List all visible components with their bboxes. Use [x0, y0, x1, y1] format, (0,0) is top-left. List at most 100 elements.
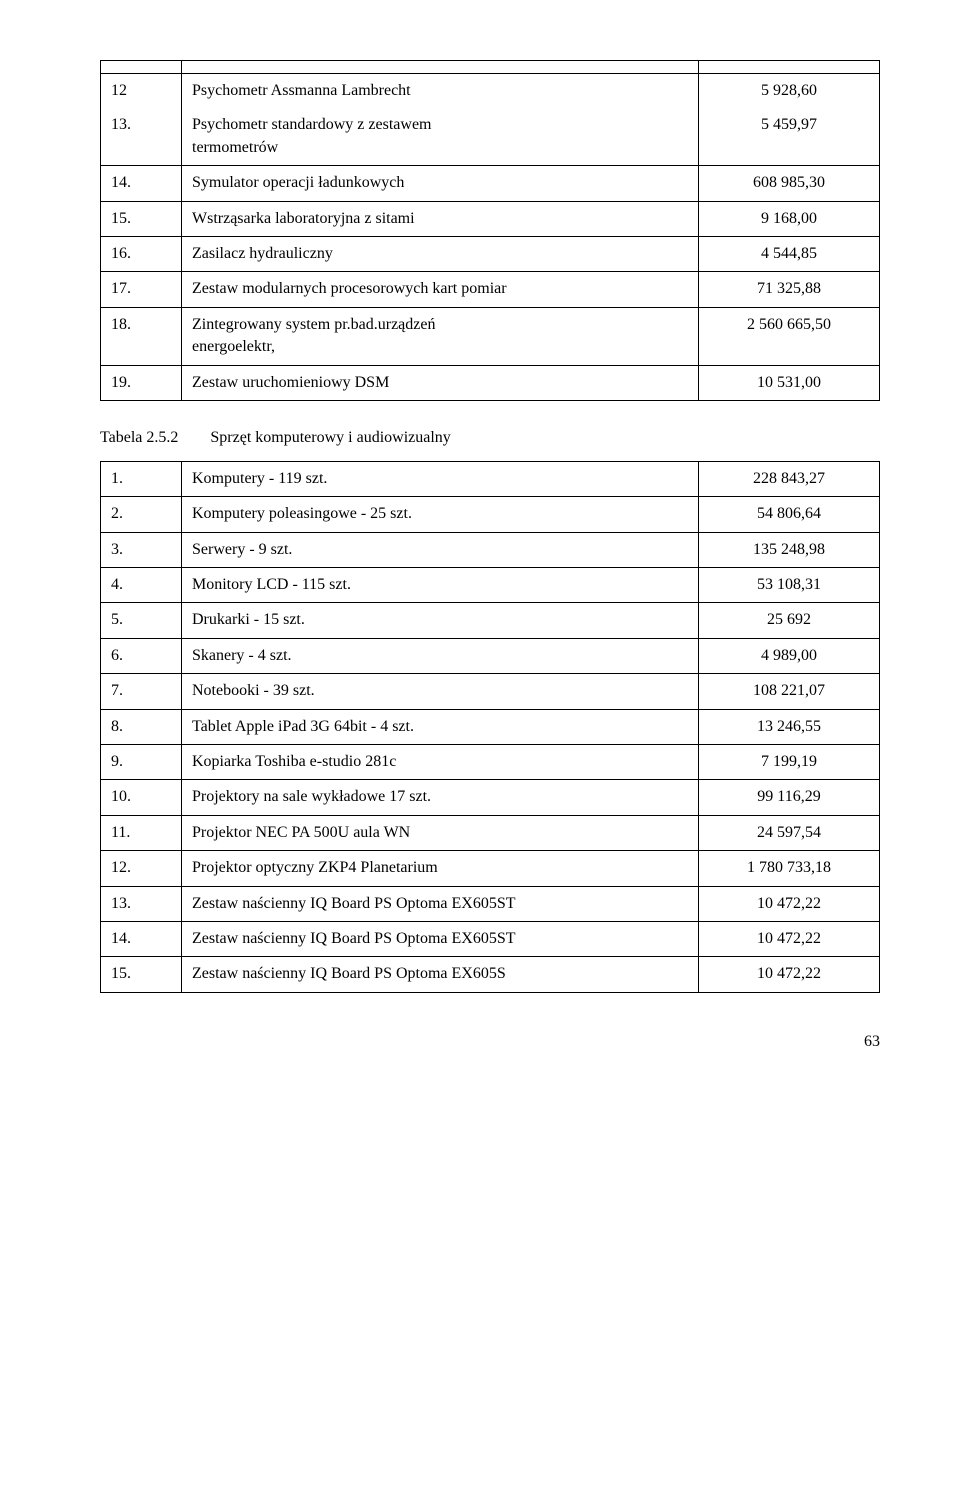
- row-number: 15.: [101, 957, 182, 992]
- row-number: 8.: [101, 709, 182, 744]
- row-description: Zestaw naścienny IQ Board PS Optoma EX60…: [182, 957, 699, 992]
- row-number: 6.: [101, 638, 182, 673]
- row-number: 1.: [101, 461, 182, 496]
- table-row: 4. Monitory LCD - 115 szt. 53 108,31: [101, 568, 880, 603]
- row-number: 10.: [101, 780, 182, 815]
- row-description: Komputery - 119 szt.: [182, 461, 699, 496]
- row-value: 24 597,54: [699, 815, 880, 850]
- table-row: 11. Projektor NEC PA 500U aula WN 24 597…: [101, 815, 880, 850]
- table-row: 18. Zintegrowany system pr.bad.urządzeń …: [101, 307, 880, 365]
- row-value: 7 199,19: [699, 745, 880, 780]
- row-description: Kopiarka Toshiba e-studio 281c: [182, 745, 699, 780]
- row-description: Zestaw naścienny IQ Board PS Optoma EX60…: [182, 886, 699, 921]
- row-description: Projektory na sale wykładowe 17 szt.: [182, 780, 699, 815]
- table-row: 14. Symulator operacji ładunkowych 608 9…: [101, 166, 880, 201]
- table-row: 1. Komputery - 119 szt. 228 843,27: [101, 461, 880, 496]
- row-description: Skanery - 4 szt.: [182, 638, 699, 673]
- row-description: Notebooki - 39 szt.: [182, 674, 699, 709]
- section-heading: Tabela 2.5.2 Sprzęt komputerowy i audiow…: [100, 429, 880, 447]
- row-value: 71 325,88: [699, 272, 880, 307]
- row-value: 10 472,22: [699, 886, 880, 921]
- table-row: 7. Notebooki - 39 szt. 108 221,07: [101, 674, 880, 709]
- row-value: 9 168,00: [699, 201, 880, 236]
- row-description: Projektor optyczny ZKP4 Planetarium: [182, 851, 699, 886]
- row-value: 5 928,60: [761, 80, 817, 102]
- row-number: 17.: [101, 272, 182, 307]
- row-empty-num: [101, 61, 182, 74]
- table-row: 3. Serwery - 9 szt. 135 248,98: [101, 532, 880, 567]
- row-description: Zasilacz hydrauliczny: [182, 236, 699, 271]
- row-description: Psychometr Assmanna Lambrecht: [182, 74, 699, 109]
- row-value: 2 560 665,50: [699, 307, 880, 365]
- row-number: 12: [101, 74, 182, 109]
- row-number: 18.: [101, 307, 182, 365]
- row-description: Zestaw naścienny IQ Board PS Optoma EX60…: [182, 921, 699, 956]
- table-row: 2. Komputery poleasingowe - 25 szt. 54 8…: [101, 497, 880, 532]
- row-value: 25 692: [699, 603, 880, 638]
- row-number: 14.: [101, 921, 182, 956]
- table-row: [101, 61, 880, 74]
- table-row: 6. Skanery - 4 szt. 4 989,00: [101, 638, 880, 673]
- row-value: 135 248,98: [699, 532, 880, 567]
- section-number: Tabela 2.5.2: [100, 429, 178, 447]
- page-number: 63: [100, 1033, 880, 1051]
- row-value: 99 116,29: [699, 780, 880, 815]
- row-number: 15.: [101, 201, 182, 236]
- equipment-table-1: 12 Psychometr Assmanna Lambrecht 5 928,6…: [100, 60, 880, 401]
- table-row: 16. Zasilacz hydrauliczny 4 544,85: [101, 236, 880, 271]
- row-description: Drukarki - 15 szt.: [182, 603, 699, 638]
- row-value: 608 985,30: [699, 166, 880, 201]
- row-description: Wstrząsarka laboratoryjna z sitami: [182, 201, 699, 236]
- row-number: 9.: [101, 745, 182, 780]
- row-value: 228 843,27: [699, 461, 880, 496]
- table-row: 13. Psychometr standardowy z zestawem te…: [101, 108, 880, 165]
- row-description: Komputery poleasingowe - 25 szt.: [182, 497, 699, 532]
- table-row: 15. Zestaw naścienny IQ Board PS Optoma …: [101, 957, 880, 992]
- table-row: 8. Tablet Apple iPad 3G 64bit - 4 szt. 1…: [101, 709, 880, 744]
- row-value: 108 221,07: [699, 674, 880, 709]
- row-number: 13.: [101, 886, 182, 921]
- row-description: Serwery - 9 szt.: [182, 532, 699, 567]
- row-number: 12.: [101, 851, 182, 886]
- table-row: 17. Zestaw modularnych procesorowych kar…: [101, 272, 880, 307]
- row-empty-val: [699, 61, 880, 74]
- row-number: 5.: [101, 603, 182, 638]
- table-row: 15. Wstrząsarka laboratoryjna z sitami 9…: [101, 201, 880, 236]
- table-row: 14. Zestaw naścienny IQ Board PS Optoma …: [101, 921, 880, 956]
- row-number: 4.: [101, 568, 182, 603]
- row-description: Psychometr standardowy z zestawem termom…: [182, 108, 699, 165]
- row-number: 7.: [101, 674, 182, 709]
- equipment-table-2: 1. Komputery - 119 szt. 228 843,27 2. Ko…: [100, 461, 880, 993]
- row-number: 13.: [101, 108, 182, 165]
- row-number: 14.: [101, 166, 182, 201]
- row-number: 2.: [101, 497, 182, 532]
- row-description: Symulator operacji ładunkowych: [182, 166, 699, 201]
- row-value: 4 544,85: [699, 236, 880, 271]
- row-value: 54 806,64: [699, 497, 880, 532]
- row-description: Zestaw uruchomieniowy DSM: [182, 365, 699, 400]
- row-description: Zintegrowany system pr.bad.urządzeń ener…: [182, 307, 699, 365]
- row-value: 13 246,55: [699, 709, 880, 744]
- row-number: 3.: [101, 532, 182, 567]
- row-empty-desc: [182, 61, 699, 74]
- row-value: 10 472,22: [699, 957, 880, 992]
- row-number: 16.: [101, 236, 182, 271]
- row-description: Monitory LCD - 115 szt.: [182, 568, 699, 603]
- row-number: 19.: [101, 365, 182, 400]
- table-row: 12. Projektor optyczny ZKP4 Planetarium …: [101, 851, 880, 886]
- table-row: 5. Drukarki - 15 szt. 25 692: [101, 603, 880, 638]
- row-value: 53 108,31: [699, 568, 880, 603]
- row-description: Zestaw modularnych procesorowych kart po…: [182, 272, 699, 307]
- row-value: 1 780 733,18: [699, 851, 880, 886]
- table-row: 10. Projektory na sale wykładowe 17 szt.…: [101, 780, 880, 815]
- section-title: Sprzęt komputerowy i audiowizualny: [210, 429, 450, 446]
- row-description: Projektor NEC PA 500U aula WN: [182, 815, 699, 850]
- row-number: 11.: [101, 815, 182, 850]
- row-value: 10 531,00: [699, 365, 880, 400]
- row-value: 5 459,97: [699, 108, 880, 165]
- row-value: 10 472,22: [699, 921, 880, 956]
- table-row: 13. Zestaw naścienny IQ Board PS Optoma …: [101, 886, 880, 921]
- row-value: 4 989,00: [699, 638, 880, 673]
- table-row: 19. Zestaw uruchomieniowy DSM 10 531,00: [101, 365, 880, 400]
- table-row: 9. Kopiarka Toshiba e-studio 281c 7 199,…: [101, 745, 880, 780]
